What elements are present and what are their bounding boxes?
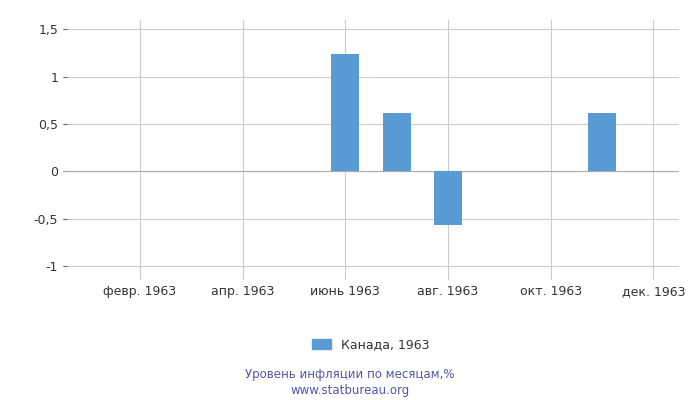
Bar (434, 171, 462, 225)
Bar (382, 113, 411, 171)
Text: www.statbureau.org: www.statbureau.org (290, 384, 410, 397)
Bar (588, 113, 616, 171)
Text: Уровень инфляции по месяцам,%: Уровень инфляции по месяцам,% (245, 368, 455, 381)
Bar (331, 54, 360, 171)
Legend: Канада, 1963: Канада, 1963 (312, 338, 430, 351)
